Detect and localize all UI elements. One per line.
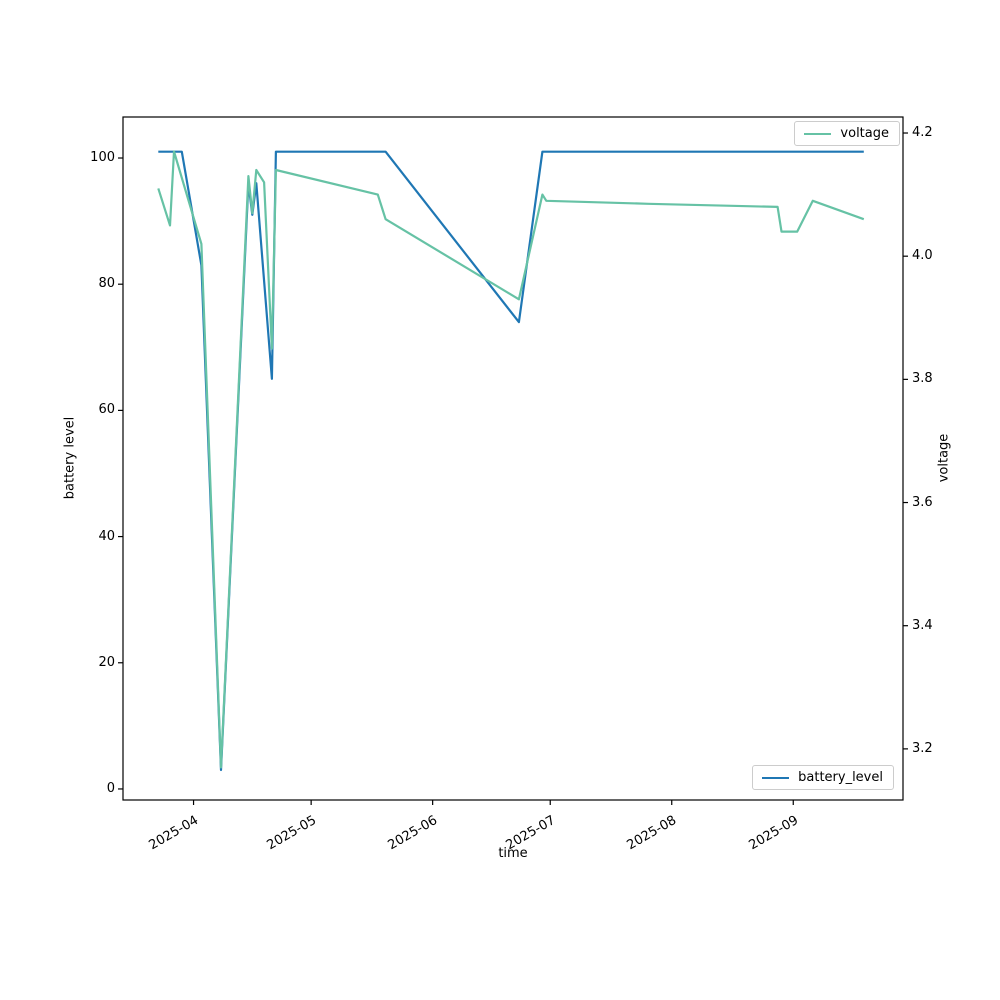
y-tick-label-left: 40 [98,528,115,544]
legend-voltage: voltage [794,121,900,146]
y-axis-label-left: battery level [62,416,78,500]
y-axis-label-right: voltage [936,433,952,483]
y-tick-label-right: 4.0 [912,248,933,264]
y-tick-label-left: 80 [98,276,115,292]
battery-level-line-swatch [762,776,790,779]
y-tick-label-left: 60 [98,402,115,418]
voltage-line [157,150,865,769]
legend-voltage-label: voltage [840,126,889,141]
y-tick-label-left: 0 [106,780,115,796]
y-tick-label-right: 3.8 [912,371,933,387]
y-tick-label-left: 20 [98,654,115,670]
y-tick-label-right: 4.2 [912,125,933,140]
voltage-line-swatch [804,132,832,135]
y-tick-label-right: 3.4 [912,617,933,633]
plot-area [122,116,904,801]
x-axis-label: time [498,846,528,861]
legend-battery-level: battery_level [752,765,894,790]
y-tick-label-left: 100 [90,150,115,165]
legend-battery-level-label: battery_level [798,770,883,785]
y-tick-label-right: 3.2 [912,740,933,756]
y-tick-label-right: 3.6 [912,494,933,510]
